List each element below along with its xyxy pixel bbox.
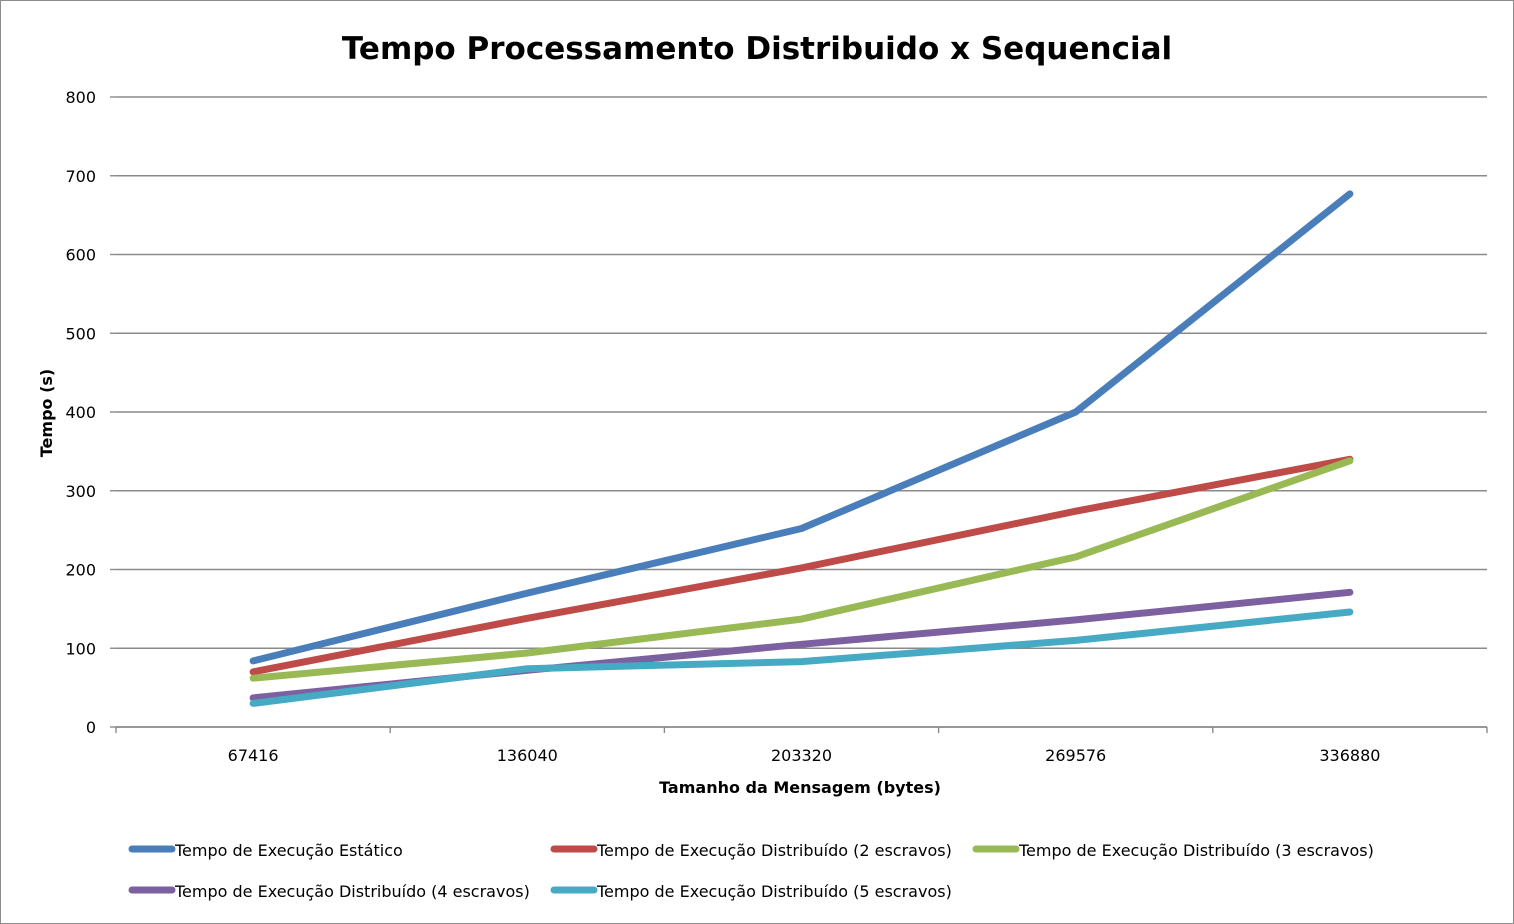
y-tick-label: 400 [65, 403, 96, 422]
y-tick-label: 300 [65, 482, 96, 501]
series-line-1 [249, 190, 1354, 665]
x-tick-label: 203320 [771, 746, 832, 765]
series-line-2 [249, 455, 1354, 676]
x-tick-label: 67416 [228, 746, 279, 765]
legend-item: Tempo de Execução Distribuído (2 escravo… [550, 841, 952, 860]
y-tick-label: 600 [65, 246, 96, 265]
y-tick-label: 800 [65, 88, 96, 107]
legend-label: Tempo de Execução Distribuído (2 escravo… [596, 841, 952, 860]
x-axis-ticks: 67416 136040 203320 269576 336880 [115, 726, 1488, 765]
legend-label: Tempo de Execução Distribuído (3 escravo… [1018, 841, 1374, 860]
y-tick-label: 100 [65, 639, 96, 658]
x-tick-label: 336880 [1319, 746, 1380, 765]
legend-label: Tempo de Execução Estático [174, 841, 403, 860]
legend-label: Tempo de Execução Distribuído (5 escravo… [596, 882, 952, 901]
series-line-3 [249, 457, 1354, 682]
legend-item: Tempo de Execução Distribuído (5 escravo… [550, 882, 952, 901]
series-lines [249, 190, 1354, 707]
y-axis-title: Tempo (s) [37, 369, 56, 457]
y-tick-label: 500 [65, 324, 96, 343]
y-axis-ticks: 0 100 200 300 400 500 600 700 800 [65, 88, 116, 737]
legend-label: Tempo de Execução Distribuído (4 escravo… [174, 882, 530, 901]
y-tick-label: 700 [65, 167, 96, 186]
x-tick-label: 269576 [1045, 746, 1106, 765]
y-tick-label: 0 [86, 718, 96, 737]
legend-item: Tempo de Execução Distribuído (3 escravo… [972, 841, 1374, 860]
gridlines [116, 96, 1487, 728]
x-axis-title: Tamanho da Mensagem (bytes) [659, 778, 941, 797]
y-tick-label: 200 [65, 561, 96, 580]
legend: Tempo de Execução Estático Tempo de Execu… [128, 841, 1374, 901]
legend-item: Tempo de Execução Distribuído (4 escravo… [128, 882, 530, 901]
series-line-5 [249, 608, 1354, 707]
x-tick-label: 136040 [497, 746, 558, 765]
chart-title: Tempo Processamento Distribuido x Sequen… [342, 31, 1172, 67]
legend-item: Tempo de Execução Estático [128, 841, 403, 860]
